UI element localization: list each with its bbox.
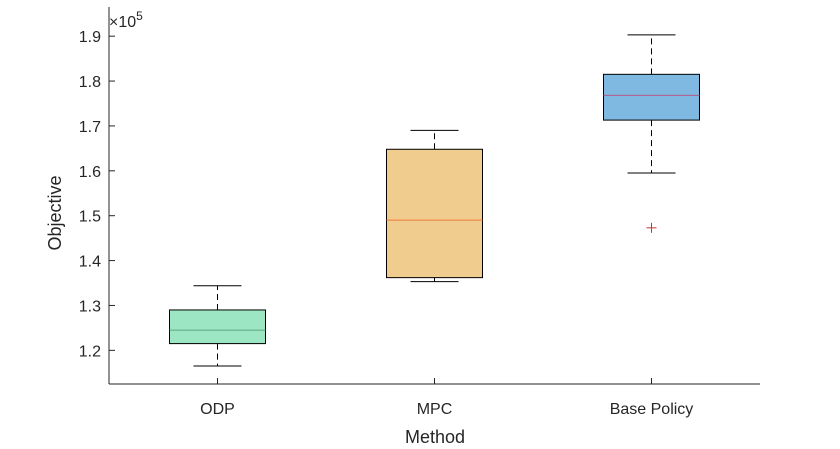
y-axis-multiplier-base: ×10: [109, 14, 136, 31]
x-axis-label: Method: [405, 427, 465, 447]
axes: Method Objective ×105 1.2 1.3 1.4 1.5 1.6 1.7…: [45, 7, 760, 447]
x-tick-label: ODP: [200, 401, 235, 418]
y-tick-label: 1.7: [79, 119, 101, 136]
x-tick-label: Base Policy: [610, 401, 694, 418]
x-tick-label: MPC: [417, 401, 453, 418]
y-tick-label: 1.6: [79, 164, 101, 181]
y-tick-label: 1.8: [79, 74, 101, 91]
y-tick-label: 1.5: [79, 209, 101, 226]
box-group-odp: [169, 285, 266, 367]
y-tick-label: 1.9: [79, 29, 101, 46]
plot-area: [169, 34, 700, 367]
y-axis-label: Objective: [45, 175, 65, 250]
box-iqr: [169, 309, 266, 345]
y-axis-multiplier-exponent: 5: [136, 9, 143, 23]
box-iqr: [603, 73, 700, 121]
box-group-base-policy: [603, 34, 700, 233]
y-tick-label: 1.2: [79, 343, 101, 360]
outlier-marker: [646, 222, 657, 233]
box-iqr: [386, 148, 483, 279]
y-tick-label: 1.4: [79, 254, 101, 271]
y-tick-label: 1.3: [79, 298, 101, 315]
box-group-mpc: [386, 129, 483, 283]
y-axis-multiplier: ×105: [109, 9, 143, 31]
